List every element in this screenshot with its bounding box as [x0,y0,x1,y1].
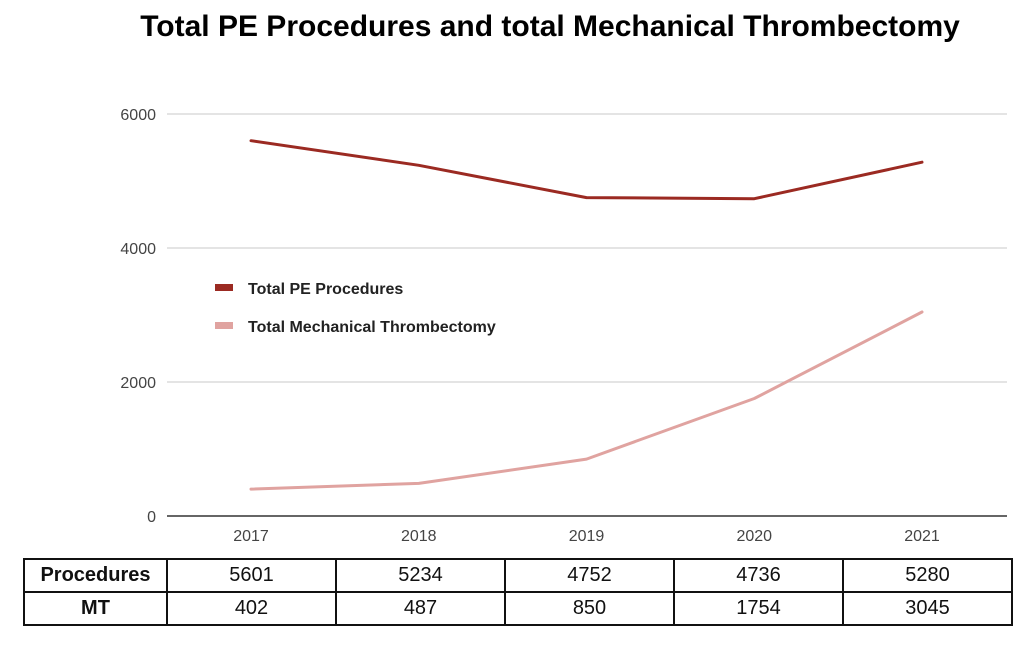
x-tick-label: 2018 [401,528,437,545]
legend-label: Total Mechanical Thrombectomy [248,319,496,336]
legend-swatch [215,322,233,329]
x-tick-label: 2017 [233,528,269,545]
table-cell: 5601 [166,558,337,593]
row-label: Procedures [23,558,168,593]
table-row-mt: MT 402 487 850 1754 3045 [23,591,1013,626]
table-cell: 5280 [842,558,1013,593]
series-line-mechanical-thrombectomy [249,310,924,491]
table-row-procedures: Procedures 5601 5234 4752 4736 5280 [23,558,1013,593]
x-tick-label: 2019 [569,528,605,545]
y-tick-label: 2000 [120,375,156,392]
legend-swatch [215,284,233,291]
y-tick-label: 4000 [120,241,156,258]
x-tick-label: 2020 [736,528,772,545]
y-tick-label: 6000 [120,107,156,124]
x-tick-label: 2021 [904,528,940,545]
y-tick-label: 0 [147,509,156,526]
row-label: MT [23,591,168,626]
series-lines [249,139,924,491]
table-cell: 4736 [673,558,844,593]
x-axis-ticks: 2017 2018 2019 2020 2021 [233,528,940,545]
table-cell: 1754 [673,591,844,626]
chart-title: Total PE Procedures and total Mechanical… [140,10,960,43]
y-axis-ticks: 0 2000 4000 6000 [120,107,156,526]
table-cell: 402 [166,591,337,626]
series-line-pe-procedures [249,139,924,201]
legend: Total PE Procedures Total Mechanical Thro… [215,281,496,336]
table-cell: 4752 [504,558,675,593]
data-table: Procedures 5601 5234 4752 4736 5280 MT 4… [23,558,1013,626]
gridlines [167,113,1007,517]
table-cell: 5234 [335,558,506,593]
table-cell: 850 [504,591,675,626]
legend-label: Total PE Procedures [248,281,403,298]
table-cell: 3045 [842,591,1013,626]
table-cell: 487 [335,591,506,626]
